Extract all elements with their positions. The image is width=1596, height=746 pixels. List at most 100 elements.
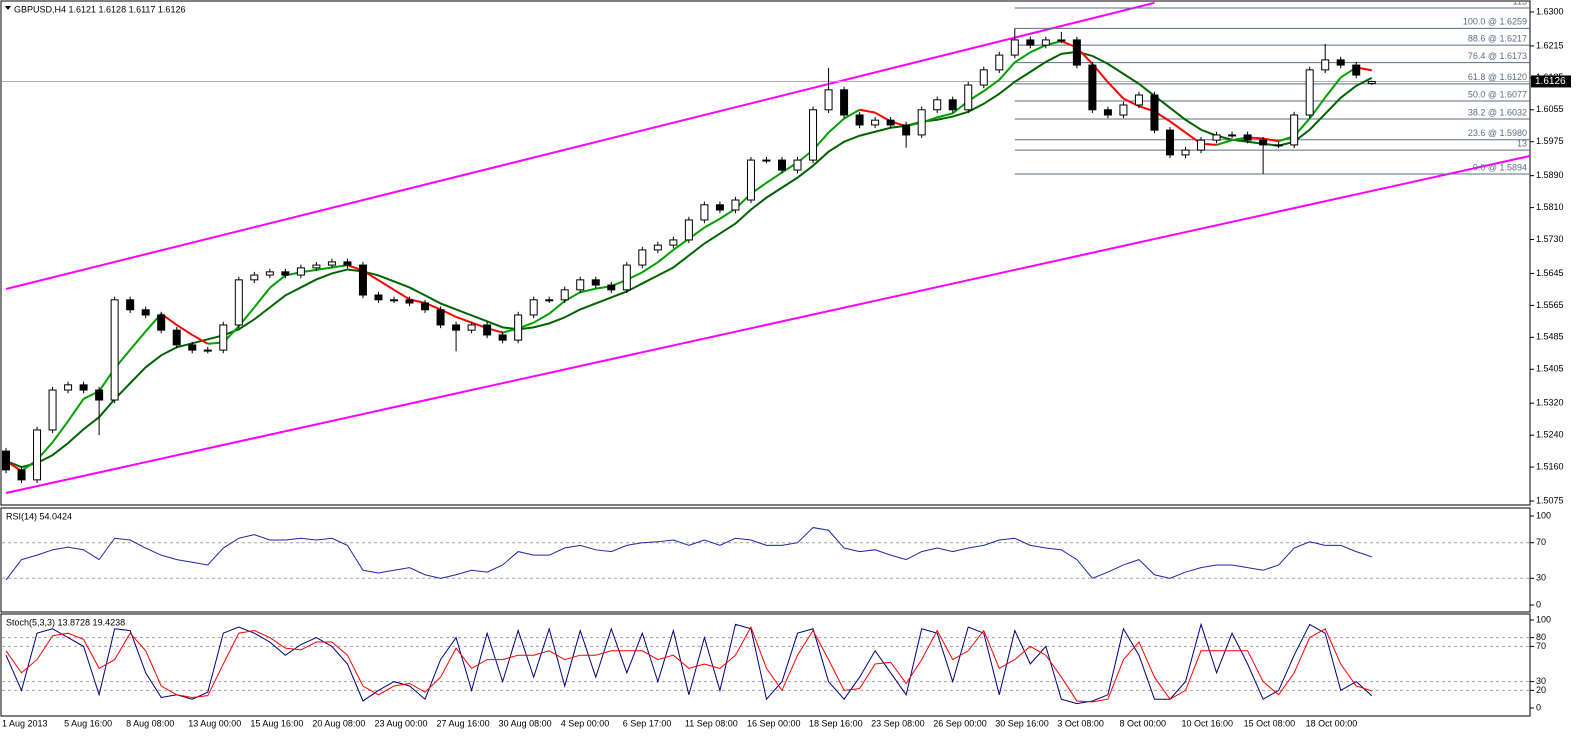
- y-tick-label: 1.5160: [1536, 461, 1564, 471]
- candle-body: [1010, 39, 1019, 56]
- y-tick-label: 1.5485: [1536, 332, 1564, 342]
- candle-body: [343, 261, 352, 266]
- y-tick-label: 0: [1536, 702, 1541, 712]
- y-tick-label: 100: [1536, 510, 1551, 520]
- candle-body: [483, 324, 492, 336]
- x-tick-label: 6 Sep 17:00: [623, 718, 672, 728]
- ma-fast-segment: [67, 398, 85, 422]
- candle-body: [653, 244, 662, 251]
- ma-fast-segment: [316, 266, 333, 271]
- candle-body: [778, 159, 786, 171]
- candle-body: [126, 299, 135, 311]
- candle-body: [421, 302, 430, 311]
- ma-fast-segment: [1014, 51, 1031, 64]
- ma-fast-segment: [936, 112, 953, 119]
- y-tick-label: 1.5890: [1536, 170, 1564, 180]
- x-tick-label: 16 Sep 00:00: [747, 718, 801, 728]
- candle-body: [840, 89, 849, 116]
- fib-label: 100.0 @ 1.6259: [1463, 17, 1527, 27]
- fib-label: 13: [1517, 138, 1527, 148]
- x-tick-label: 11 Sep 08:00: [685, 718, 738, 728]
- candle-body: [576, 279, 585, 291]
- last-price-label: 1.6126: [1535, 76, 1566, 87]
- ma-fast-segment: [253, 287, 271, 309]
- candle-body: [1336, 59, 1345, 66]
- ma-fast-segment: [827, 117, 845, 134]
- candle-body: [467, 324, 476, 331]
- y-tick-label: 70: [1536, 537, 1546, 547]
- ma-fast-segment: [580, 287, 596, 294]
- y-tick-label: 30: [1536, 573, 1546, 583]
- ma-fast-segment: [1216, 139, 1233, 146]
- menu-arrow: [5, 6, 11, 10]
- candle-body: [715, 204, 724, 211]
- y-tick-label: 1.5240: [1536, 430, 1564, 440]
- y-tick-label: 1.5730: [1536, 234, 1564, 244]
- ma-fast-segment: [765, 171, 783, 184]
- x-tick-label: 30 Sep 16:00: [995, 718, 1049, 728]
- candle-body: [746, 159, 755, 201]
- candle-body: [824, 89, 833, 111]
- candle-body: [141, 309, 150, 316]
- ma-fast-segment: [998, 61, 1016, 81]
- candle-body: [545, 299, 554, 302]
- y-tick-label: 1.6215: [1536, 40, 1564, 50]
- fib-label: 113: [1513, 0, 1527, 6]
- candle-body: [110, 299, 119, 401]
- candle-body: [405, 299, 414, 304]
- ma-fast-segment: [859, 108, 876, 114]
- fib-label: 38.2 @ 1.6032: [1468, 107, 1527, 117]
- candle-body: [64, 384, 73, 391]
- candle-body: [17, 469, 26, 481]
- x-tick-label: 8 Aug 08:00: [126, 718, 174, 728]
- x-tick-label: 15 Aug 16:00: [250, 718, 303, 728]
- panel-frame: [0, 0, 1531, 506]
- candle-body: [514, 314, 523, 341]
- candle-body: [964, 84, 973, 111]
- y-tick-label: 20: [1536, 685, 1546, 695]
- ma-fast-segment: [657, 249, 674, 264]
- y-tick-label: 1.6300: [1536, 6, 1564, 16]
- candle-body: [638, 249, 647, 266]
- candle-body: [1197, 139, 1206, 151]
- candle-body: [1134, 94, 1143, 106]
- candle-body: [1119, 104, 1128, 116]
- x-tick-label: 26 Sep 00:00: [933, 718, 987, 728]
- y-tick-label: 1.5405: [1536, 364, 1564, 374]
- plot-area: [5, 622, 1373, 705]
- ma-fast-segment: [377, 279, 395, 291]
- fib-label: 0.0 @ 1.5894: [1473, 162, 1527, 172]
- candle-body: [390, 299, 398, 302]
- x-tick-label: 8 Oct 00:00: [1119, 718, 1166, 728]
- ma-fast-segment: [1324, 76, 1342, 99]
- candle-body: [1243, 134, 1252, 141]
- candle-body: [793, 159, 802, 171]
- ma-fast-segment: [843, 108, 861, 120]
- ma-fast-segment: [1107, 81, 1125, 100]
- candle-body: [1150, 94, 1159, 131]
- fib-label: 76.4 @ 1.6173: [1468, 51, 1527, 61]
- candle-body: [529, 299, 538, 316]
- ma-fast-segment: [176, 324, 193, 336]
- ma-fast-segment: [983, 79, 1000, 92]
- ma-fast-segment: [1029, 44, 1047, 54]
- candle-body: [995, 54, 1004, 71]
- candle-body: [700, 204, 709, 221]
- candle-body: [1259, 139, 1268, 146]
- candle-body: [1212, 134, 1221, 141]
- candle-body: [219, 324, 228, 351]
- candle-body: [436, 309, 445, 326]
- x-tick-label: 18 Sep 16:00: [809, 718, 863, 728]
- candle-body: [281, 271, 290, 276]
- y-tick-label: 80: [1536, 632, 1546, 642]
- candle-body: [886, 119, 895, 126]
- indicator-line: [5, 527, 1372, 581]
- x-tick-label: 23 Sep 08:00: [871, 718, 925, 728]
- candle-body: [917, 109, 926, 136]
- panel-title: GBPUSD,H4 1.6121 1.6128 1.6117 1.6126: [14, 4, 185, 14]
- candle-body: [684, 219, 693, 241]
- candle-body: [265, 271, 274, 276]
- channel-line: [5, 154, 1530, 495]
- ma-fast-segment: [548, 300, 566, 315]
